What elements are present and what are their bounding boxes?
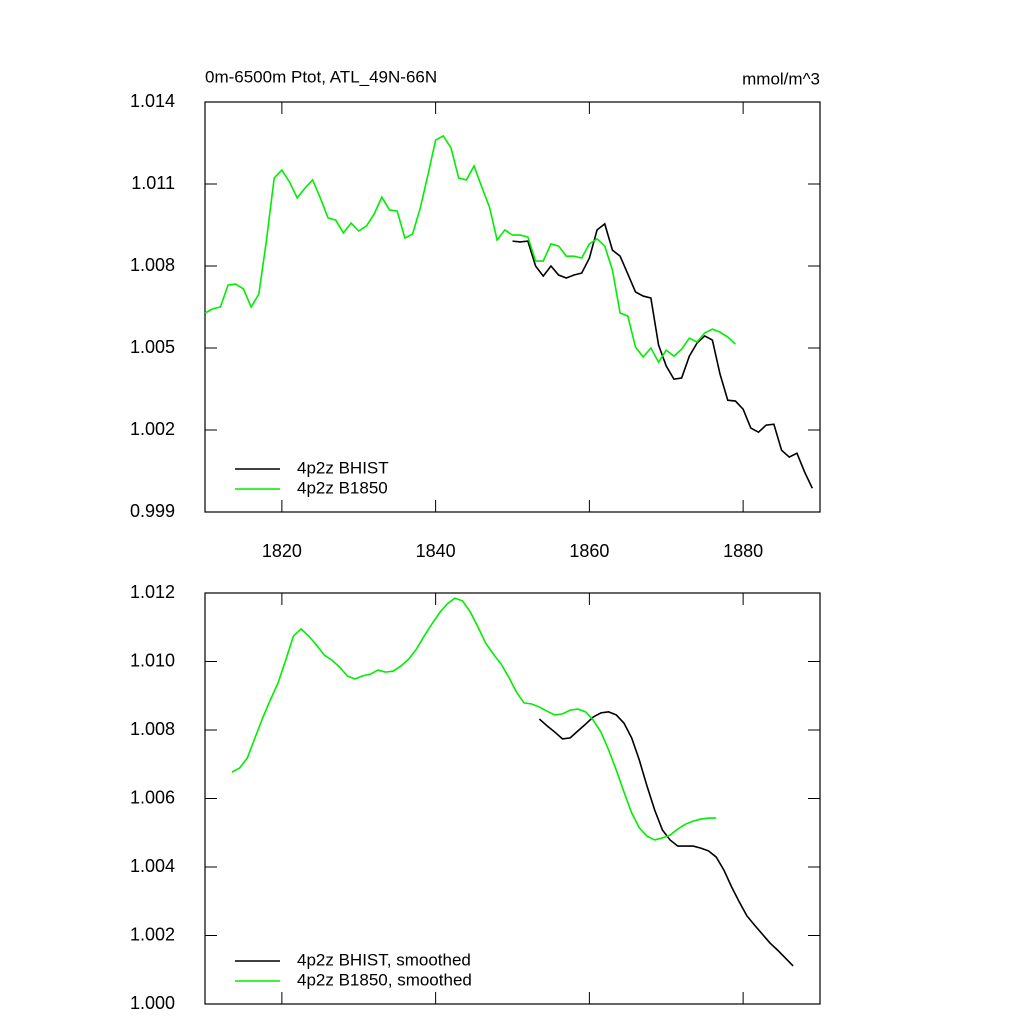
units-label: mmol/m^3 [742, 69, 820, 88]
x-tick-label: 1820 [262, 541, 302, 561]
y-tick-label: 1.006 [130, 787, 175, 807]
series-line [231, 597, 717, 841]
y-tick-label: 1.002 [130, 419, 175, 439]
x-tick-label: 1860 [569, 541, 609, 561]
chart-title: 0m-6500m Ptot, ATL_49N-66N [205, 67, 437, 86]
legend-label: 4p2z B1850, smoothed [297, 970, 472, 989]
y-tick-label: 1.004 [130, 856, 175, 876]
y-tick-label: 0.999 [130, 501, 175, 521]
y-tick-label: 1.000 [130, 993, 175, 1013]
y-tick-label: 1.010 [130, 650, 175, 670]
y-tick-label: 1.008 [130, 719, 175, 739]
x-tick-label: 1840 [416, 541, 456, 561]
legend-label: 4p2z B1850 [297, 478, 388, 497]
y-tick-label: 1.005 [130, 337, 175, 357]
plot-frame [204, 592, 821, 1005]
legend-label: 4p2z BHIST [297, 458, 389, 477]
y-tick-label: 1.002 [130, 924, 175, 944]
x-tick-label: 1880 [723, 541, 763, 561]
legend-label: 4p2z BHIST, smoothed [297, 950, 471, 969]
y-tick-label: 1.012 [130, 582, 175, 602]
series-line [204, 134, 736, 364]
y-tick-label: 1.011 [131, 173, 175, 193]
y-tick-label: 1.014 [130, 91, 175, 111]
series-line [538, 711, 794, 967]
y-tick-label: 1.008 [130, 255, 175, 275]
plot-frame [204, 101, 821, 513]
